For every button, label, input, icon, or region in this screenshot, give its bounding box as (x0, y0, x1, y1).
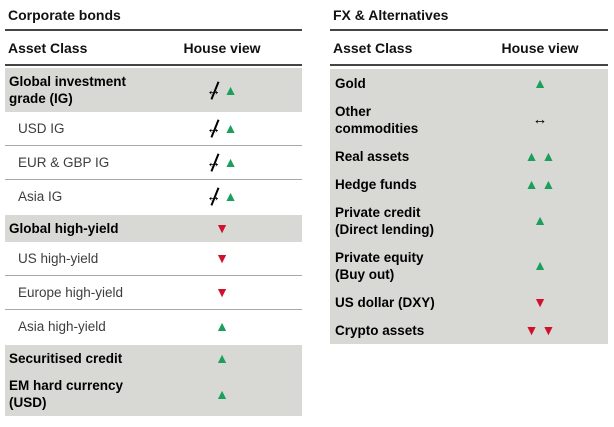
asset-class-label: Other commodities (335, 103, 419, 136)
asset-class-label: EUR & GBP IG (18, 155, 110, 170)
asset-row: US dollar (DXY) ▼ (330, 288, 608, 316)
table-header: Asset Class House view (5, 31, 302, 66)
up-triangle-icon: ▲ (223, 154, 238, 171)
house-view-cell: ↔ ▲ (162, 188, 282, 206)
asset-row: Europe high-yield ▼ (5, 275, 302, 309)
asset-class-label: Europe high-yield (18, 285, 124, 300)
asset-row: Asia IG ↔ ▲ (5, 179, 302, 213)
up-triangle-icon: ▲ (524, 147, 539, 164)
asset-class-label: Global investment grade (IG) (9, 74, 127, 106)
crossed-neutral-arrow-icon: ↔ (206, 120, 222, 138)
crossed-neutral-arrow-icon: ↔ (206, 154, 222, 172)
house-view-cell: ▼ (162, 220, 282, 238)
house-view-cell: ▼ (162, 250, 282, 268)
table-rows: Gold ▲ Other commodities ↔ Real assets ▲ ▲ Hedge… (330, 69, 608, 344)
up-triangle-icon: ▲ (215, 385, 229, 402)
asset-row: Crypto assets ▼ ▼ (330, 316, 608, 344)
asset-class-label: US high-yield (18, 251, 99, 266)
asset-row: Real assets ▲ ▲ (330, 142, 608, 170)
up-triangle-icon: ▲ (223, 120, 238, 137)
table-rows: Global investment grade (IG) ↔ ▲ USD IG ↔ ▲ EUR… (5, 68, 302, 416)
house-view-cell: ↔ ▲ (162, 120, 282, 138)
house-view-cell: ▲ ▲ (480, 147, 600, 165)
asset-row: Private equity (Buy out) ▲ (330, 243, 608, 288)
asset-class-label: USD IG (18, 121, 65, 136)
asset-class-label: EM hard currency (USD) (9, 378, 124, 410)
asset-class-label: Securitised credit (9, 351, 123, 366)
column-header-asset-class: Asset Class (8, 40, 88, 56)
up-triangle-icon: ▲ (533, 257, 547, 274)
asset-class-label: Gold (335, 75, 366, 91)
house-view-cell: ▼ (480, 293, 600, 311)
house-view-cell: ▲ (480, 257, 600, 275)
house-view-cell: ▲ (162, 350, 282, 368)
column-header-asset-class: Asset Class (333, 40, 413, 56)
up-triangle-icon: ▲ (541, 175, 556, 192)
table-title-corporate-bonds: Corporate bonds (5, 6, 302, 31)
up-triangle-icon: ▲ (524, 175, 539, 192)
table-title-fx-alternatives: FX & Alternatives (330, 6, 608, 31)
down-triangle-icon: ▼ (533, 293, 547, 310)
asset-row: Global high-yield ▼ (5, 215, 302, 242)
neutral-arrow-icon: ↔ (532, 111, 548, 129)
up-triangle-icon: ▲ (223, 81, 238, 98)
asset-row: Securitised credit ▲ (5, 345, 302, 372)
house-view-cell: ▲ (480, 212, 600, 230)
down-triangle-icon: ▼ (215, 284, 229, 301)
asset-row: US high-yield ▼ (5, 242, 302, 275)
asset-class-label: Asia high-yield (18, 319, 106, 334)
down-triangle-icon: ▼ (215, 220, 229, 237)
down-triangle-icon: ▼ (524, 321, 539, 338)
column-header-house-view: House view (183, 40, 261, 56)
asset-row: USD IG ↔ ▲ (5, 112, 302, 145)
down-triangle-icon: ▼ (215, 250, 229, 267)
fx-alternatives-table: FX & Alternatives Asset Class House view… (330, 6, 608, 344)
house-view-cell: ▲ ▲ (480, 175, 600, 193)
crossed-neutral-arrow-icon: ↔ (206, 81, 222, 99)
asset-class-label: Asia IG (18, 189, 63, 204)
up-triangle-icon: ▲ (541, 147, 556, 164)
asset-row: Private credit (Direct lending) ▲ (330, 198, 608, 243)
asset-row: Other commodities ↔ (330, 97, 608, 142)
asset-row: EM hard currency (USD) ▲ (5, 372, 302, 416)
asset-row: Asia high-yield ▲ (5, 309, 302, 343)
asset-class-label: Private equity (Buy out) (335, 249, 424, 282)
corporate-bonds-table: Corporate bonds Asset Class House view G… (5, 6, 302, 416)
asset-class-label: Global high-yield (9, 221, 119, 236)
house-view-cell: ▲ (162, 385, 282, 403)
table-header: Asset Class House view (330, 31, 608, 66)
asset-row: EUR & GBP IG ↔ ▲ (5, 145, 302, 179)
asset-class-label: US dollar (DXY) (335, 294, 435, 310)
house-view-cell: ▼ (162, 284, 282, 302)
house-view-cell: ▲ (162, 318, 282, 336)
up-triangle-icon: ▲ (533, 74, 547, 91)
asset-class-label: Real assets (335, 148, 410, 164)
asset-row: Global investment grade (IG) ↔ ▲ (5, 68, 302, 112)
down-triangle-icon: ▼ (541, 321, 556, 338)
asset-row: Hedge funds ▲ ▲ (330, 170, 608, 198)
house-view-cell: ↔ ▲ (162, 81, 282, 99)
asset-row: Gold ▲ (330, 69, 608, 97)
up-triangle-icon: ▲ (215, 350, 229, 367)
up-triangle-icon: ▲ (215, 318, 229, 335)
house-view-cell: ▼ ▼ (480, 321, 600, 339)
house-view-cell: ▲ (480, 74, 600, 92)
asset-class-label: Hedge funds (335, 176, 417, 192)
up-triangle-icon: ▲ (533, 212, 547, 229)
house-view-cell: ↔ (480, 111, 600, 129)
asset-class-label: Crypto assets (335, 322, 425, 338)
up-triangle-icon: ▲ (223, 188, 238, 205)
asset-class-label: Private credit (Direct lending) (335, 204, 435, 237)
crossed-neutral-arrow-icon: ↔ (206, 188, 222, 206)
house-view-cell: ↔ ▲ (162, 154, 282, 172)
column-header-house-view: House view (501, 40, 579, 56)
